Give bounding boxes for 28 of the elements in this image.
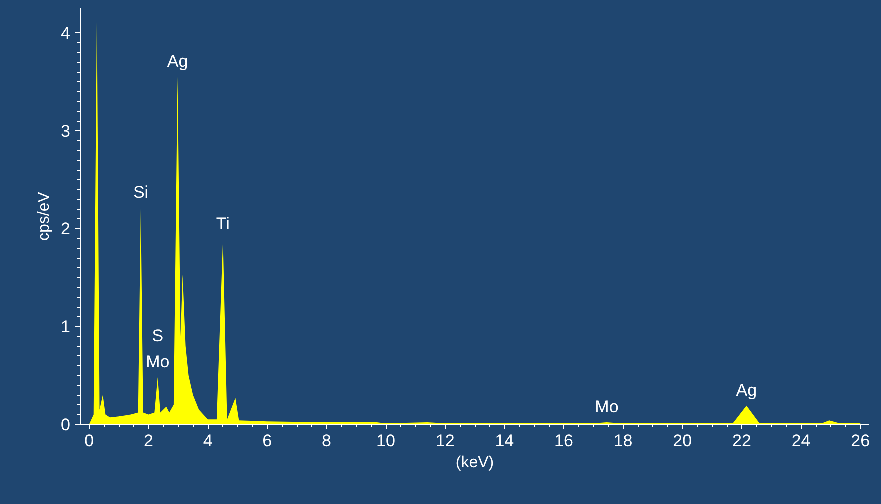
annotation: Ag bbox=[167, 52, 188, 72]
annotation: Si bbox=[133, 183, 149, 202]
x-tick-label: 22 bbox=[732, 432, 752, 450]
annotation: Mo bbox=[146, 352, 170, 372]
y-tick-label: 0 bbox=[61, 416, 71, 434]
x-tick-label: 16 bbox=[554, 432, 574, 450]
y-tick-label: 3 bbox=[61, 122, 71, 141]
x-tick-label: 4 bbox=[203, 432, 213, 450]
x-tick-label: 26 bbox=[851, 432, 870, 450]
x-axis-title: (keV) bbox=[456, 454, 494, 472]
x-tick-label: 0 bbox=[84, 432, 94, 450]
x-tick-label: 20 bbox=[673, 432, 692, 450]
annotation: Mo bbox=[595, 398, 619, 417]
x-tick-label: 14 bbox=[495, 432, 514, 450]
x-tick-label: 10 bbox=[376, 432, 396, 450]
annotation: Ag bbox=[736, 380, 758, 400]
y-axis-title: cps/eV bbox=[36, 192, 54, 241]
y-tick-label: 1 bbox=[61, 318, 71, 337]
annotation: Ti bbox=[216, 214, 230, 234]
annotation: S bbox=[152, 326, 164, 346]
x-tick-label: 24 bbox=[792, 432, 811, 450]
x-tick-label: 18 bbox=[614, 432, 633, 450]
y-tick-label: 4 bbox=[61, 24, 71, 43]
y-tick-label: 2 bbox=[61, 220, 71, 239]
x-tick-label: 6 bbox=[262, 432, 272, 450]
x-tick-label: 2 bbox=[144, 432, 154, 450]
x-tick-label: 8 bbox=[322, 432, 332, 450]
x-tick-label: 12 bbox=[436, 432, 455, 450]
